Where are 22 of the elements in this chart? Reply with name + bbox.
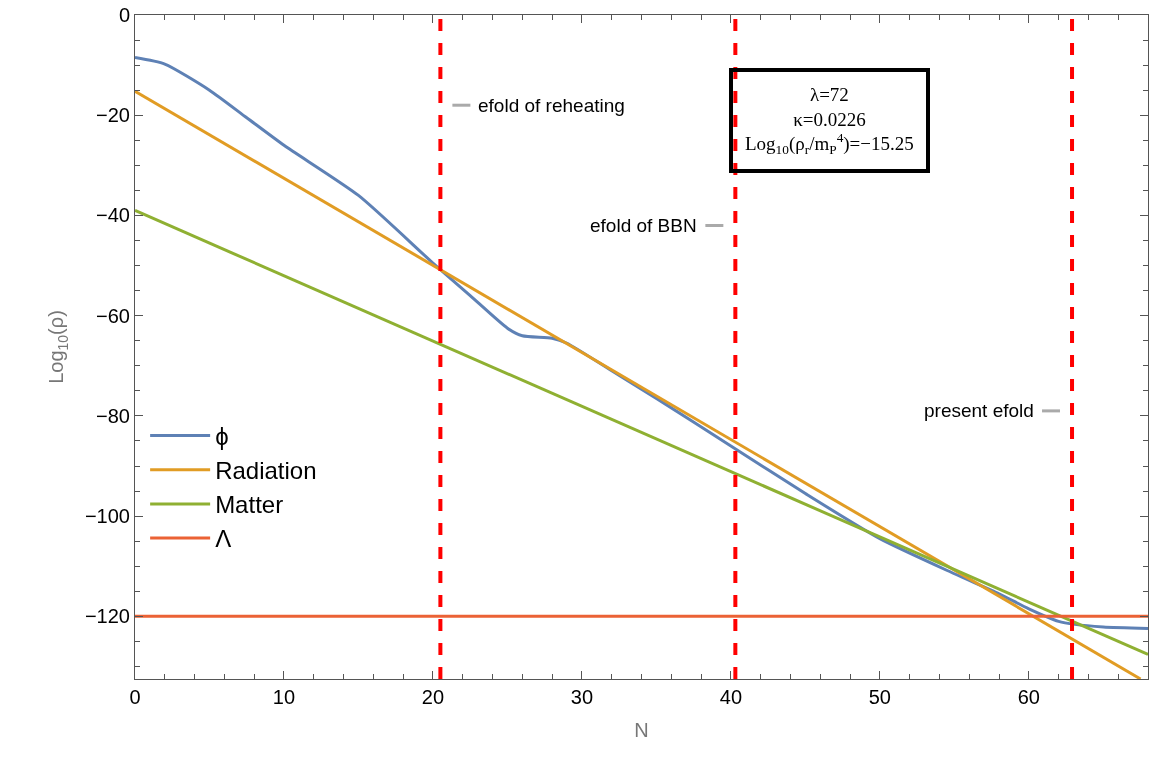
x-tick-label: 60 [1017, 686, 1040, 708]
legend-label: Radiation [215, 457, 317, 485]
ref-line-label: efold of BBN [590, 215, 697, 236]
ref-line-label: present efold [924, 400, 1034, 421]
legend-label: Matter [215, 491, 284, 519]
y-tick-label: −120 [84, 605, 130, 628]
ref-line-label: efold of reheating [478, 95, 625, 116]
y-tick-label: −100 [84, 505, 130, 528]
x-axis-title: N [634, 718, 649, 741]
x-tick-label: 20 [421, 686, 445, 708]
y-tick-label: −20 [96, 104, 130, 127]
y-tick-label: −60 [96, 304, 130, 327]
y-tick-label: 0 [118, 4, 130, 26]
y-tick-label: −40 [96, 204, 130, 227]
x-tick-label: 30 [570, 686, 594, 708]
x-tick-label: 50 [868, 686, 891, 708]
x-tick-label: 10 [272, 686, 296, 708]
text: λ=72 κ=0.0226 Log$_{10}$(ρ$_{r}$/m$_{P}$$^{4}$)=−15.25 [745, 84, 914, 158]
y-tick-label: −80 [96, 404, 130, 427]
legend-label: ϕ [215, 422, 229, 450]
legend-label: Λ [215, 525, 232, 553]
x-tick-label: 40 [719, 686, 743, 708]
